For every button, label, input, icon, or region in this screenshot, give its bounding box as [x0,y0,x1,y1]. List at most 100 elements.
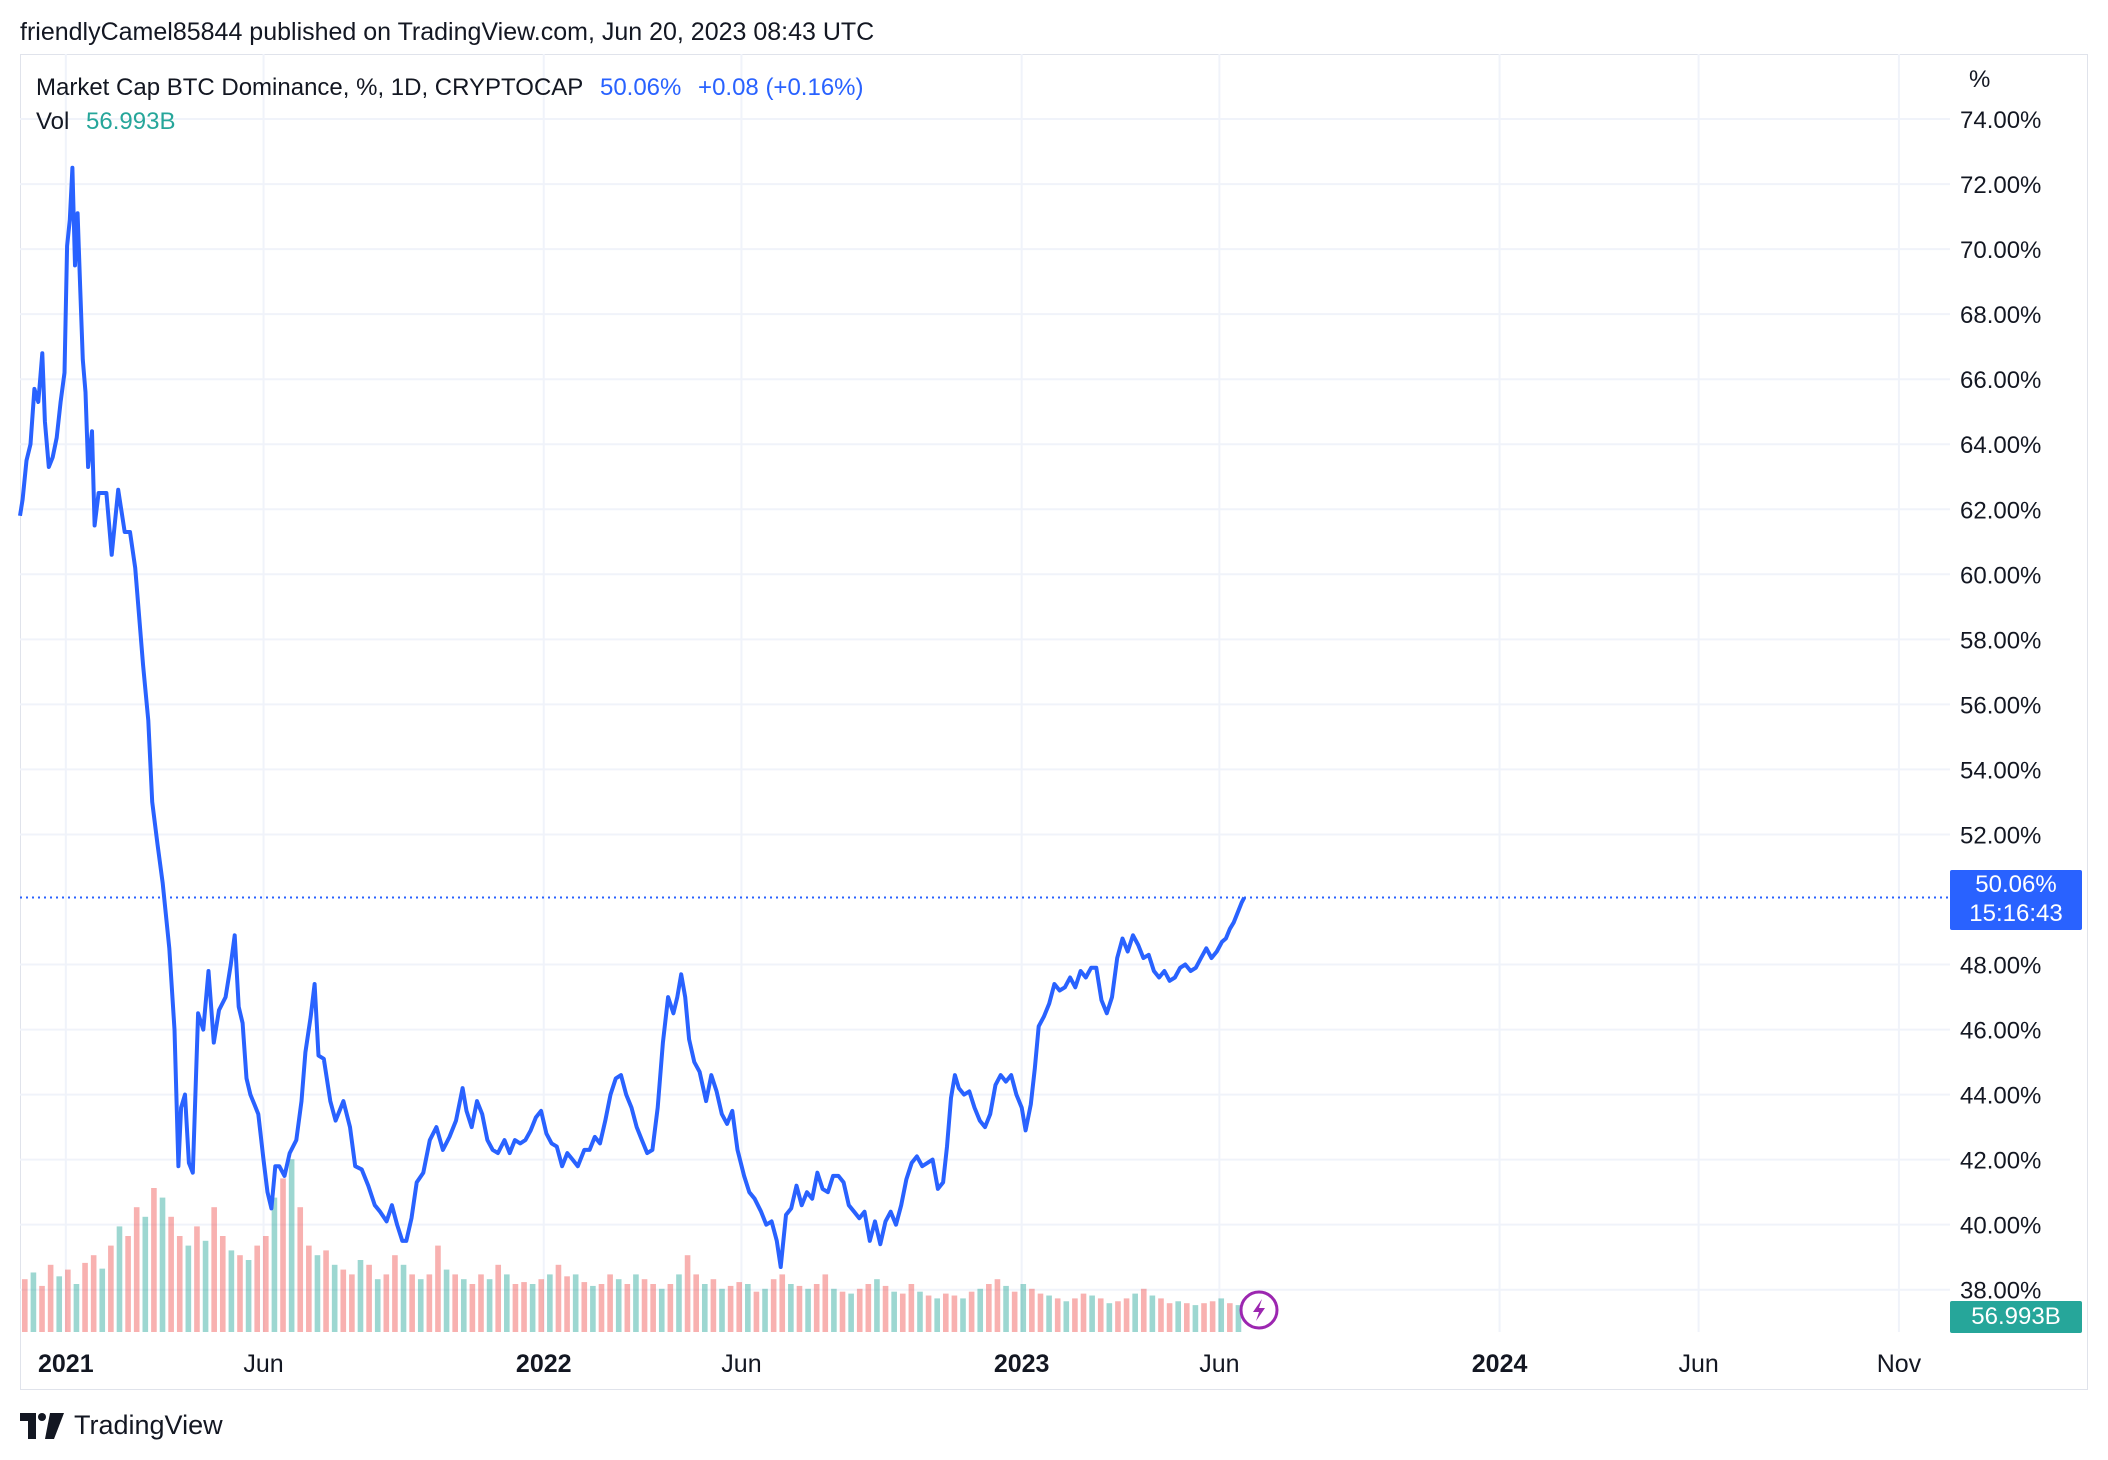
volume-bar [512,1284,519,1332]
volume-bar [658,1288,665,1332]
volume-bar [667,1284,674,1332]
time-axis: 2021 Jun 2022 Jun 2023 Jun 2024 Jun Nov [38,1350,1922,1378]
volume-bar [865,1284,872,1332]
volume-bar [30,1272,37,1332]
volume-bar [47,1264,54,1332]
volume-bar [779,1274,786,1332]
volume-bar [1003,1285,1009,1332]
volume-bar [633,1274,639,1332]
volume-bar [1123,1298,1130,1332]
volume-bar [116,1226,123,1332]
volume-bar [693,1274,699,1332]
volume-bar [960,1298,966,1332]
volume-bar [383,1274,390,1332]
y-tick-label: 70.00% [1960,237,2041,264]
y-tick-label: 38.00% [1960,1278,2041,1305]
symbol-title: Market Cap BTC Dominance, %, 1D, CRYPTOC… [36,74,584,101]
x-tick-label: Jun [721,1350,761,1378]
volume-bar [1063,1301,1070,1332]
volume-bar [788,1284,794,1332]
volume-bar [753,1291,760,1332]
volume-bar [504,1274,510,1332]
y-tick-label: 60.00% [1960,562,2041,589]
y-tick-label: 56.00% [1960,692,2041,719]
volume-bar [280,1178,286,1332]
volume-bar [745,1284,751,1332]
volume-bar [882,1285,889,1332]
volume-bar [56,1276,63,1332]
footer-brand[interactable]: TradingView [20,1410,223,1441]
volume-bar [874,1279,880,1332]
volume-bar [813,1284,820,1332]
volume-bar [676,1274,682,1332]
volume-bar [917,1291,923,1332]
x-tick-label: 2022 [516,1350,572,1378]
legend-volume[interactable]: Vol 56.993B [36,108,185,136]
vol-label: Vol [36,108,70,135]
volume-bar [1201,1303,1207,1332]
volume-bar [1235,1305,1242,1332]
volume-bar [968,1291,975,1332]
y-tick-label: 46.00% [1960,1018,2041,1045]
publish-header: friendlyCamel85844 published on TradingV… [20,18,875,46]
volume-bar [306,1245,312,1332]
volume-bar [942,1293,949,1332]
volume-bar [82,1262,88,1332]
volume-bar [211,1207,217,1332]
volume-bar [374,1279,381,1332]
volume-bar [219,1236,226,1332]
volume-bar [1011,1291,1018,1332]
chart-frame [20,54,2088,1390]
volume-bar [831,1288,837,1332]
volume-bar [1072,1298,1078,1332]
volume-bar [564,1276,570,1332]
volume-bar [486,1279,493,1332]
volume-bar [727,1285,734,1332]
volume-bar [331,1264,338,1332]
volume-bar [400,1264,407,1332]
x-tick-label: 2021 [38,1350,94,1378]
volume-bar [159,1197,166,1332]
volume-bar [805,1288,811,1332]
volume-bar [340,1269,347,1332]
volume-bar [1115,1301,1121,1332]
volume-bar [641,1279,648,1332]
volume-bar [977,1288,984,1332]
volume-bar [1175,1301,1182,1332]
volume-bar [39,1285,45,1332]
volume-bar [1037,1293,1044,1332]
volume-bar [435,1245,441,1332]
legend-main[interactable]: Market Cap BTC Dominance, %, 1D, CRYPTOC… [36,74,874,102]
volume-bar [1029,1288,1035,1332]
volume-bar [521,1282,527,1332]
volume-bar [547,1274,553,1332]
volume-bar [762,1288,768,1332]
y-tick-label: 72.00% [1960,172,2041,199]
volume-bar [133,1207,140,1332]
volume-bar [168,1216,174,1332]
volume-bar [185,1245,192,1332]
brand-name: TradingView [74,1410,223,1440]
volume-bar [409,1274,415,1332]
y-tick-label: 40.00% [1960,1213,2041,1240]
volume-bar [1089,1295,1095,1332]
volume-bar [701,1284,708,1332]
price-tag-countdown: 15:16:43 [1969,900,2063,927]
volume-bar [142,1216,149,1332]
volume-bar [176,1236,183,1332]
y-tick-label: 62.00% [1960,497,2041,524]
volume-bar [615,1279,622,1332]
volume-bar [460,1279,467,1332]
volume-bar [271,1197,278,1332]
volume-bar [951,1295,958,1332]
volume-bar [1192,1305,1199,1332]
volume-bar [125,1236,131,1332]
x-tick-label: Nov [1877,1350,1922,1378]
dominance-line [18,165,1247,1269]
volume-bar [65,1269,71,1332]
volume-bar [237,1255,243,1332]
volume-bar [822,1274,829,1332]
volume-bar [245,1260,252,1332]
lightning-icon[interactable] [1239,1290,1279,1330]
